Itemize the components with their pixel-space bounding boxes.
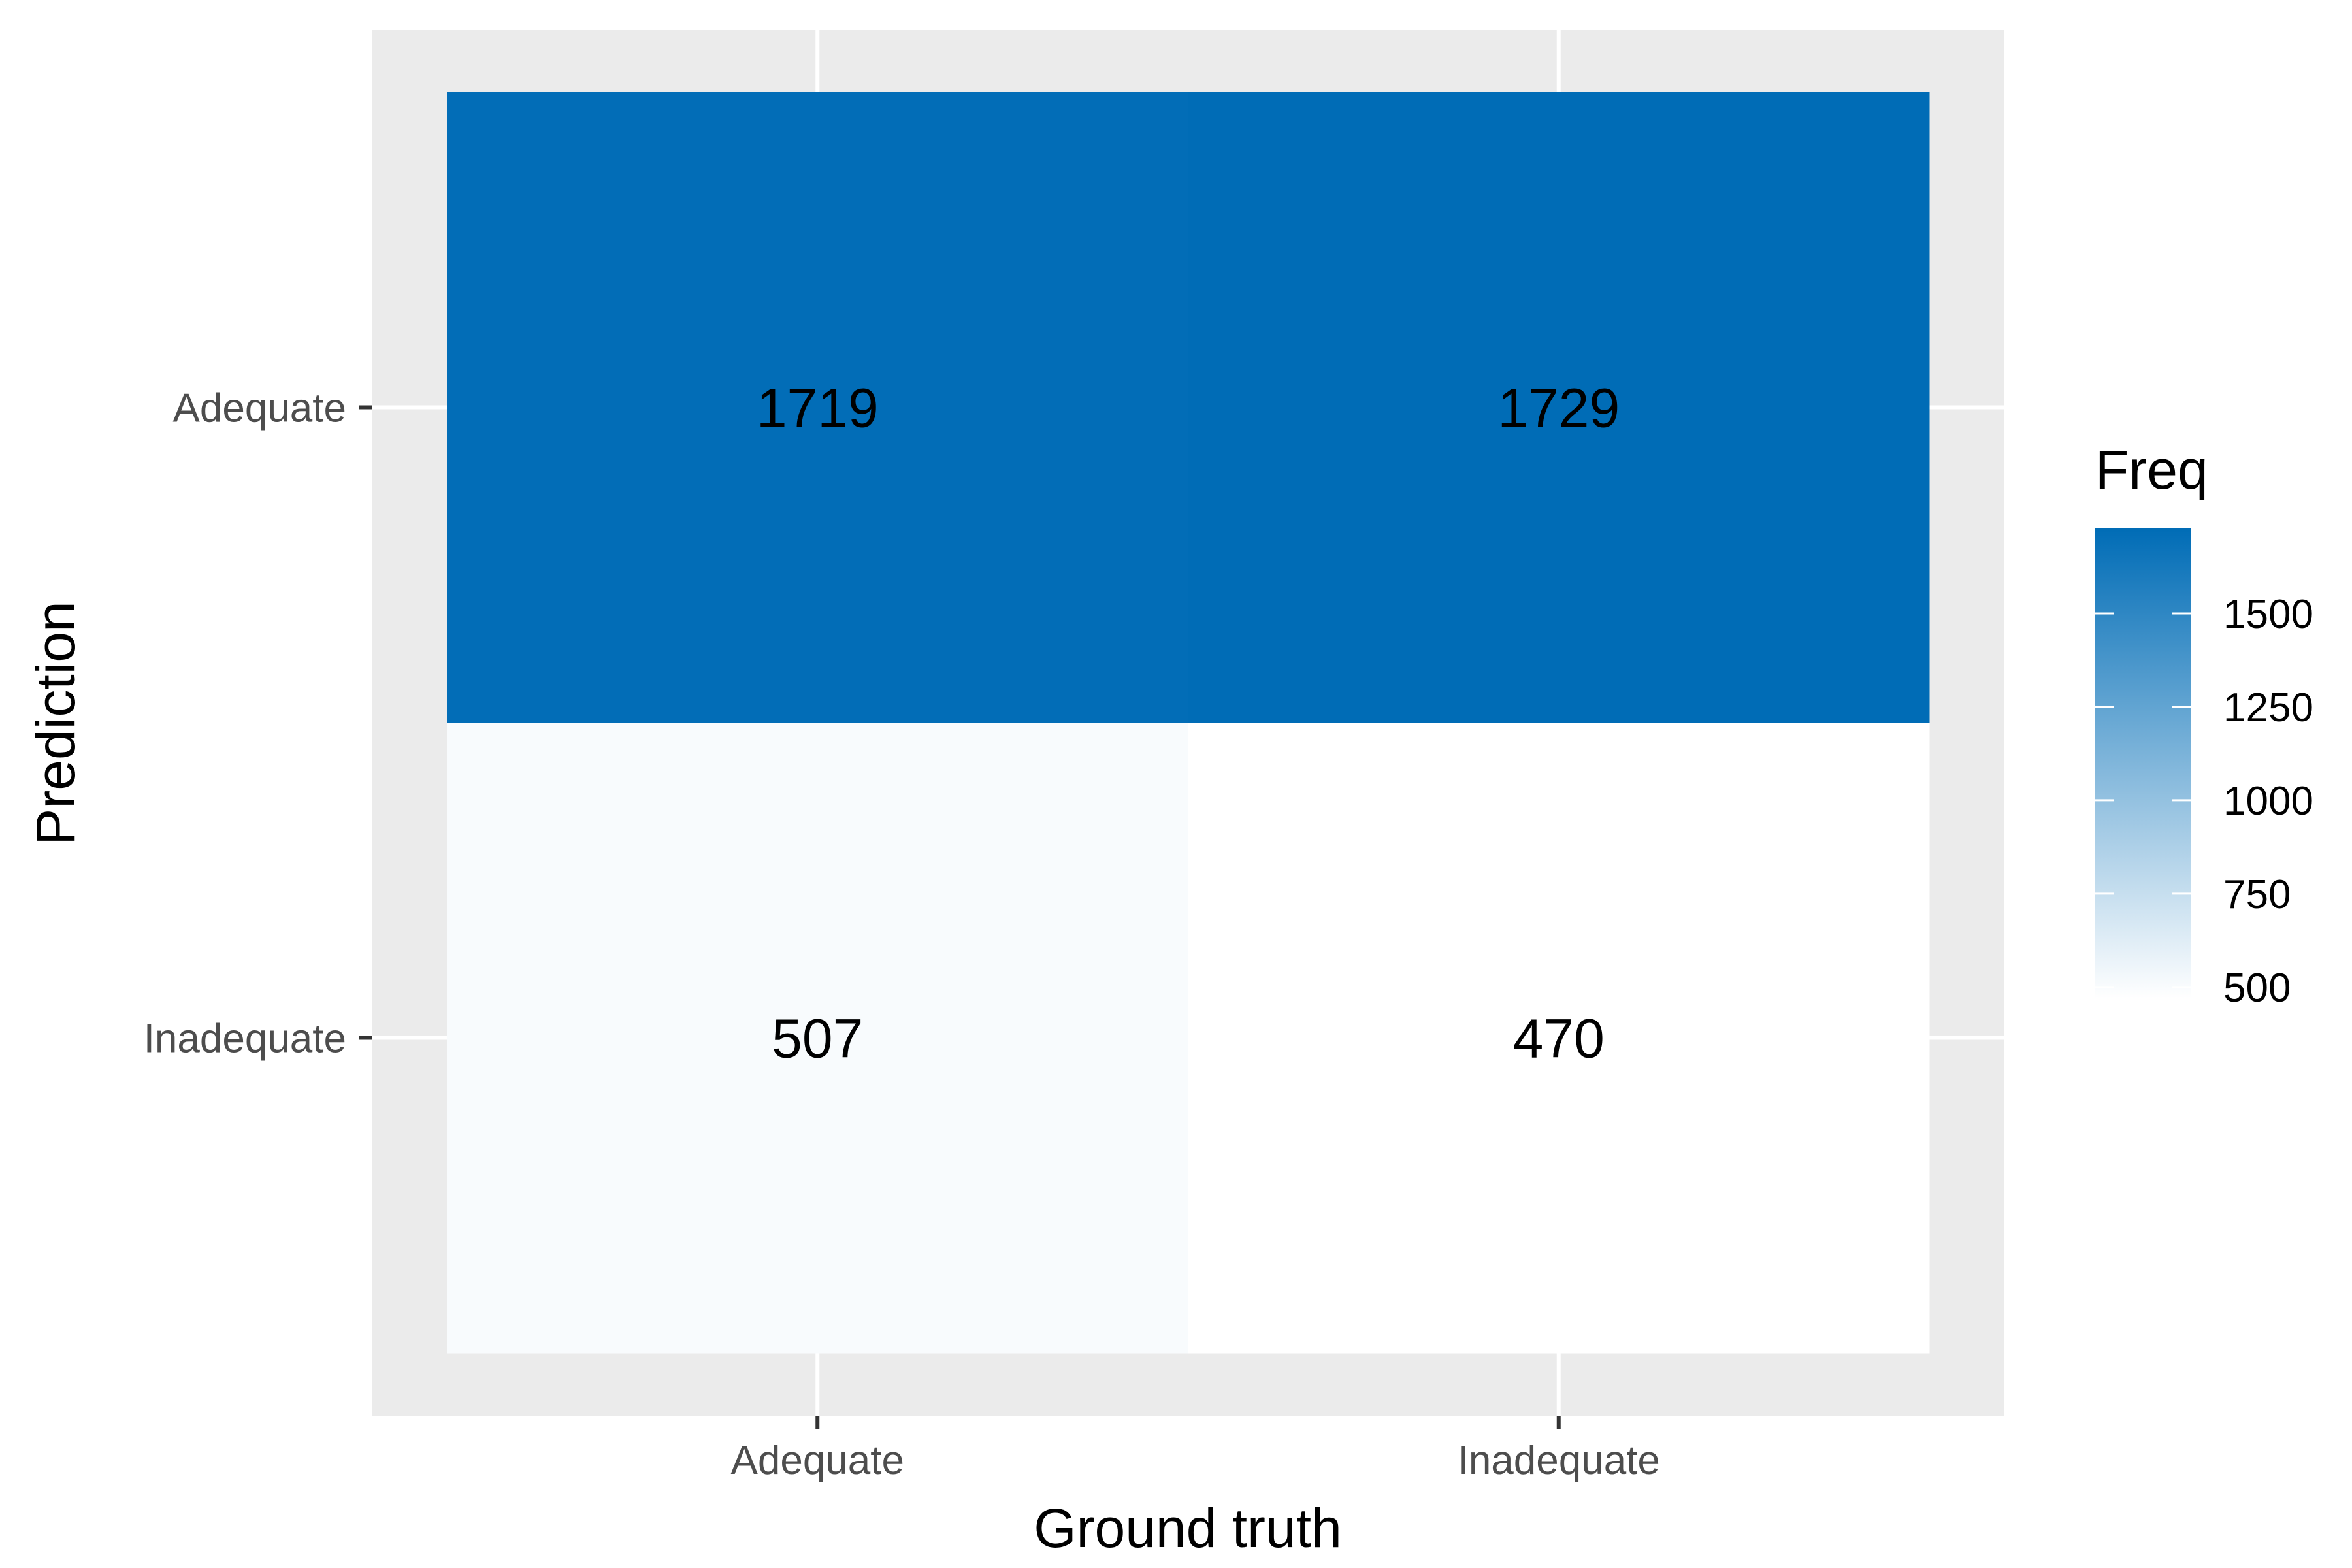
y-axis-title: Prediction bbox=[25, 601, 86, 845]
heatmap-cell bbox=[447, 723, 1188, 1354]
legend-colorbar bbox=[2095, 528, 2191, 998]
heatmap-cell bbox=[447, 92, 1188, 723]
legend-tick-label: 1500 bbox=[2223, 592, 2313, 637]
x-tick-label: Inadequate bbox=[1458, 1438, 1660, 1483]
x-axis: Adequate Inadequate bbox=[731, 1416, 1660, 1483]
legend-tick-label: 1000 bbox=[2223, 779, 2313, 824]
cell-value-label: 507 bbox=[772, 1008, 863, 1070]
cell-value-label: 470 bbox=[1513, 1008, 1605, 1070]
y-tick-label: Inadequate bbox=[144, 1017, 346, 1062]
legend-title: Freq bbox=[2095, 439, 2208, 500]
heatmap-cells bbox=[447, 92, 1930, 1354]
legend-tick-label: 1250 bbox=[2223, 685, 2313, 730]
y-tick-label: Adequate bbox=[173, 386, 346, 431]
heatmap-cell bbox=[1188, 723, 1930, 1354]
heatmap-cell bbox=[1188, 92, 1930, 723]
legend-tick-label: 750 bbox=[2223, 872, 2291, 917]
x-tick-label: Adequate bbox=[731, 1438, 904, 1483]
cell-value-label: 1719 bbox=[757, 378, 879, 439]
color-legend: Freq 500 750 1000 1250 1500 bbox=[2095, 439, 2313, 1011]
cell-value-labels: 1719 1729 507 470 bbox=[757, 378, 1620, 1070]
y-axis: Adequate Inadequate bbox=[144, 386, 372, 1062]
cell-value-label: 1729 bbox=[1497, 378, 1620, 439]
x-axis-title: Ground truth bbox=[1034, 1497, 1342, 1559]
legend-tick-label: 500 bbox=[2223, 966, 2291, 1011]
